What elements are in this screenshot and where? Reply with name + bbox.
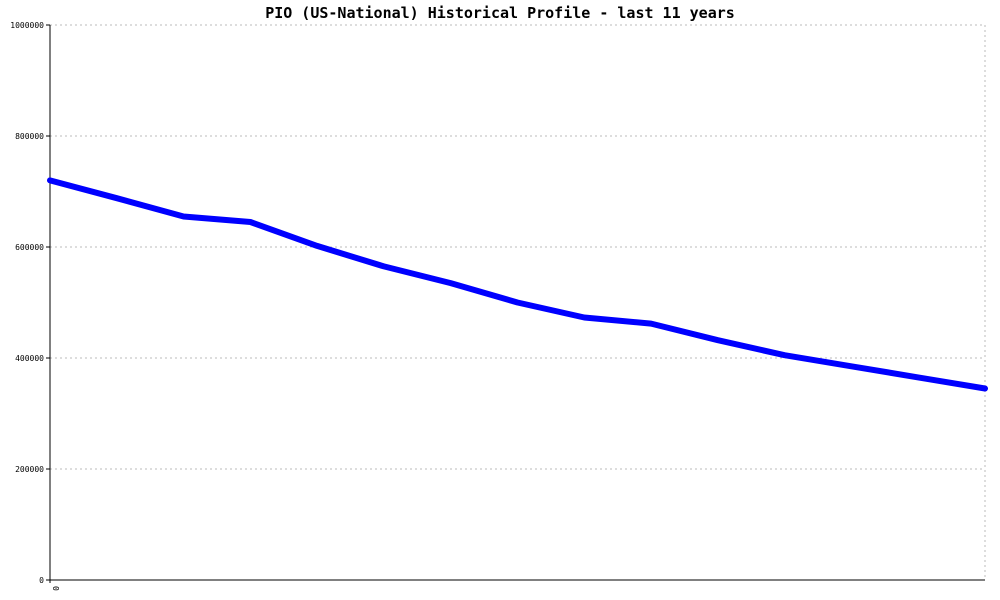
y-tick-label: 0 xyxy=(39,576,44,585)
grid-lines xyxy=(50,24,986,580)
y-tick-label: 1000000 xyxy=(10,21,44,30)
x-tick-label: 0 xyxy=(51,586,60,591)
axes xyxy=(49,25,985,581)
y-tick-label: 200000 xyxy=(15,465,44,474)
y-tick-label: 600000 xyxy=(15,243,44,252)
y-tick-label: 400000 xyxy=(15,354,44,363)
series-line xyxy=(47,177,988,392)
chart-title: PIO (US-National) Historical Profile - l… xyxy=(265,4,735,22)
x-tick-labels: 0 xyxy=(49,580,60,591)
series xyxy=(47,177,988,392)
y-tick-labels: 0 200000 400000 600000 800000 1000000 xyxy=(10,21,50,585)
y-tick-label: 800000 xyxy=(15,132,44,141)
